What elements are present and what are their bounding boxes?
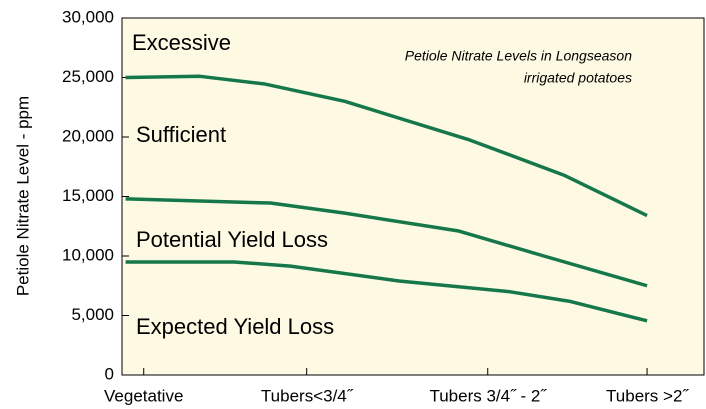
y-tick-label: 25,000	[62, 67, 114, 86]
x-tick-label: Tubers >2˝	[606, 386, 689, 405]
line	[125, 197, 648, 288]
y-tick-label: 10,000	[62, 245, 114, 264]
line	[125, 260, 648, 323]
chart-title: irrigated potatoes	[524, 70, 632, 86]
x-tick-label: Tubers 3/4˝ - 2˝	[429, 386, 547, 405]
y-tick-label: 0	[105, 364, 114, 383]
x-tick-label: Tubers<3/4˝	[261, 386, 354, 405]
chart-title: Petiole Nitrate Levels in Longseason	[405, 48, 632, 64]
zone-label: Potential Yield Loss	[136, 227, 328, 252]
y-tick-label: 15,000	[62, 186, 114, 205]
x-tick-label: Vegetative	[104, 386, 183, 405]
y-tick-label: 5,000	[71, 305, 114, 324]
zone-label: Excessive	[132, 30, 231, 55]
y-tick-label: 30,000	[62, 7, 114, 26]
line	[125, 74, 648, 218]
zone-label: Expected Yield Loss	[136, 314, 334, 339]
zone-label: Sufficient	[136, 122, 226, 147]
y-axis-label: Petiole Nitrate Level - ppm	[13, 96, 32, 296]
y-tick-label: 20,000	[62, 126, 114, 145]
